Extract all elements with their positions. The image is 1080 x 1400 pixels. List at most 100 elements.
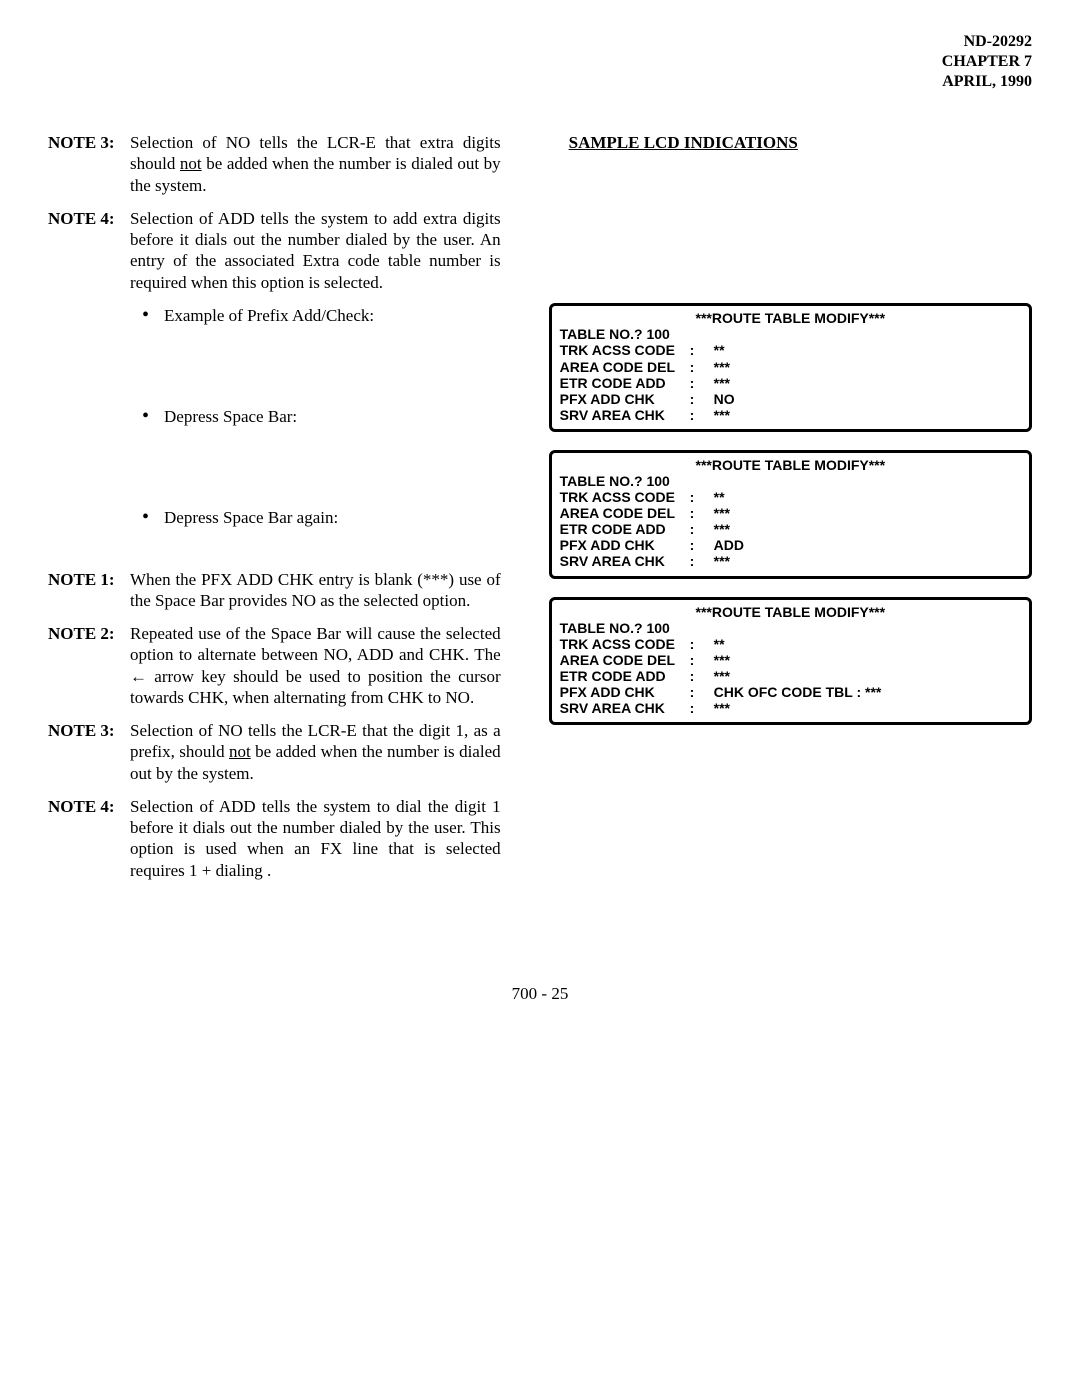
bullet-list: Example of Prefix Add/Check: Depress Spa… [142,305,501,529]
lcd-key: ETR CODE ADD [560,375,690,391]
bullet-item: Depress Space Bar: [142,406,501,427]
note-label: NOTE 4: [48,208,130,293]
lcd-key: SRV AREA CHK [560,700,690,716]
lcd-value: ** [714,489,1021,505]
lcd-colon: : [690,505,714,521]
lcd-key: AREA CODE DEL [560,505,690,521]
lcd-value: *** [714,505,1021,521]
lcd-value: *** [714,668,1021,684]
lcd-row: TABLE NO.? 100 [560,620,1021,636]
note-body: Selection of NO tells the LCR-E that ext… [130,132,501,196]
note-label: NOTE 1: [48,569,130,612]
note-body: Repeated use of the Space Bar will cause… [130,623,501,708]
note-text-underline: not [180,154,202,173]
sample-lcd-title: SAMPLE LCD INDICATIONS [569,132,1032,153]
lcd-key: AREA CODE DEL [560,359,690,375]
lcd-key: AREA CODE DEL [560,652,690,668]
bullet-text: Depress Space Bar: [164,407,297,426]
lcd-value: *** [714,652,1021,668]
lcd-key: ETR CODE ADD [560,668,690,684]
lcd-value: *** [714,521,1021,537]
bullet-item: Depress Space Bar again: [142,507,501,528]
doc-header: ND-20292 CHAPTER 7 APRIL, 1990 [48,32,1032,92]
lcd-colon: : [690,342,714,358]
note-label: NOTE 3: [48,720,130,784]
note-3-top: NOTE 3: Selection of NO tells the LCR-E … [48,132,501,196]
lcd-colon: : [690,375,714,391]
note-4-top: NOTE 4: Selection of ADD tells the syste… [48,208,501,293]
lcd-row: TRK ACSS CODE:** [560,636,1021,652]
lcd-colon: : [690,636,714,652]
lcd-row: SRV AREA CHK:*** [560,553,1021,569]
doc-chapter: CHAPTER 7 [48,52,1032,72]
note-body: When the PFX ADD CHK entry is blank (***… [130,569,501,612]
lcd-heading: ***ROUTE TABLE MODIFY*** [560,604,1021,620]
lcd-colon: : [690,359,714,375]
lcd-value: *** [714,407,1021,423]
lcd-value: *** [714,700,1021,716]
lcd-row: AREA CODE DEL:*** [560,652,1021,668]
lcd-value: ** [714,342,1021,358]
lcd-key: TABLE NO.? 100 [560,473,690,489]
lcd-colon: : [690,700,714,716]
lcd-row: AREA CODE DEL:*** [560,359,1021,375]
doc-date: APRIL, 1990 [48,72,1032,92]
lcd-row: ETR CODE ADD:*** [560,668,1021,684]
lcd-key: ETR CODE ADD [560,521,690,537]
bullet-text: Depress Space Bar again: [164,508,338,527]
note-body: Selection of ADD tells the system to dia… [130,796,501,881]
lcd-heading: ***ROUTE TABLE MODIFY*** [560,310,1021,326]
lcd-colon: : [690,652,714,668]
lcd-row: PFX ADD CHK:NO [560,391,1021,407]
lcd-colon: : [690,668,714,684]
content-columns: NOTE 3: Selection of NO tells the LCR-E … [48,132,1032,893]
right-column: SAMPLE LCD INDICATIONS ***ROUTE TABLE MO… [549,132,1032,893]
lcd-row: TABLE NO.? 100 [560,473,1021,489]
lcd-colon: : [690,407,714,423]
note-body: Selection of ADD tells the system to add… [130,208,501,293]
lcd-key: SRV AREA CHK [560,553,690,569]
note-1: NOTE 1: When the PFX ADD CHK entry is bl… [48,569,501,612]
lcd-colon: : [690,684,714,700]
lcd-key: TRK ACSS CODE [560,489,690,505]
lcd-colon: : [690,553,714,569]
lcd-row: TABLE NO.? 100 [560,326,1021,342]
lcd-panel: ***ROUTE TABLE MODIFY*** TABLE NO.? 100 … [549,450,1032,579]
lcd-value: *** [714,553,1021,569]
left-column: NOTE 3: Selection of NO tells the LCR-E … [48,132,501,893]
lcd-row: SRV AREA CHK:*** [560,700,1021,716]
lcd-key: TRK ACSS CODE [560,342,690,358]
lcd-value: ADD [714,537,1021,553]
lcd-key: PFX ADD CHK [560,391,690,407]
note-body: Selection of NO tells the LCR-E that the… [130,720,501,784]
lcd-value: *** [714,359,1021,375]
lcd-key: PFX ADD CHK [560,684,690,700]
lcd-panel: ***ROUTE TABLE MODIFY*** TABLE NO.? 100 … [549,303,1032,432]
lcd-colon: : [690,537,714,553]
lcd-row: TRK ACSS CODE:** [560,342,1021,358]
note-label: NOTE 4: [48,796,130,881]
lcd-value: ** [714,636,1021,652]
lcd-row: AREA CODE DEL:*** [560,505,1021,521]
lcd-row: PFX ADD CHK:ADD [560,537,1021,553]
lcd-key: TABLE NO.? 100 [560,326,690,342]
doc-no: ND-20292 [48,32,1032,52]
lcd-value: CHK OFC CODE TBL : *** [714,684,1021,700]
note-label: NOTE 2: [48,623,130,708]
bullet-text: Example of Prefix Add/Check: [164,306,374,325]
lcd-heading: ***ROUTE TABLE MODIFY*** [560,457,1021,473]
note-label: NOTE 3: [48,132,130,196]
note-text-underline: not [229,742,251,761]
note-3: NOTE 3: Selection of NO tells the LCR-E … [48,720,501,784]
note-4: NOTE 4: Selection of ADD tells the syste… [48,796,501,881]
lcd-key: TABLE NO.? 100 [560,620,690,636]
lcd-key: SRV AREA CHK [560,407,690,423]
note-2: NOTE 2: Repeated use of the Space Bar wi… [48,623,501,708]
lcd-row: ETR CODE ADD:*** [560,521,1021,537]
lcd-row: TRK ACSS CODE:** [560,489,1021,505]
lcd-row: ETR CODE ADD:*** [560,375,1021,391]
lcd-value: *** [714,375,1021,391]
bullet-item: Example of Prefix Add/Check: [142,305,501,326]
lcd-key: PFX ADD CHK [560,537,690,553]
lcd-colon: : [690,521,714,537]
